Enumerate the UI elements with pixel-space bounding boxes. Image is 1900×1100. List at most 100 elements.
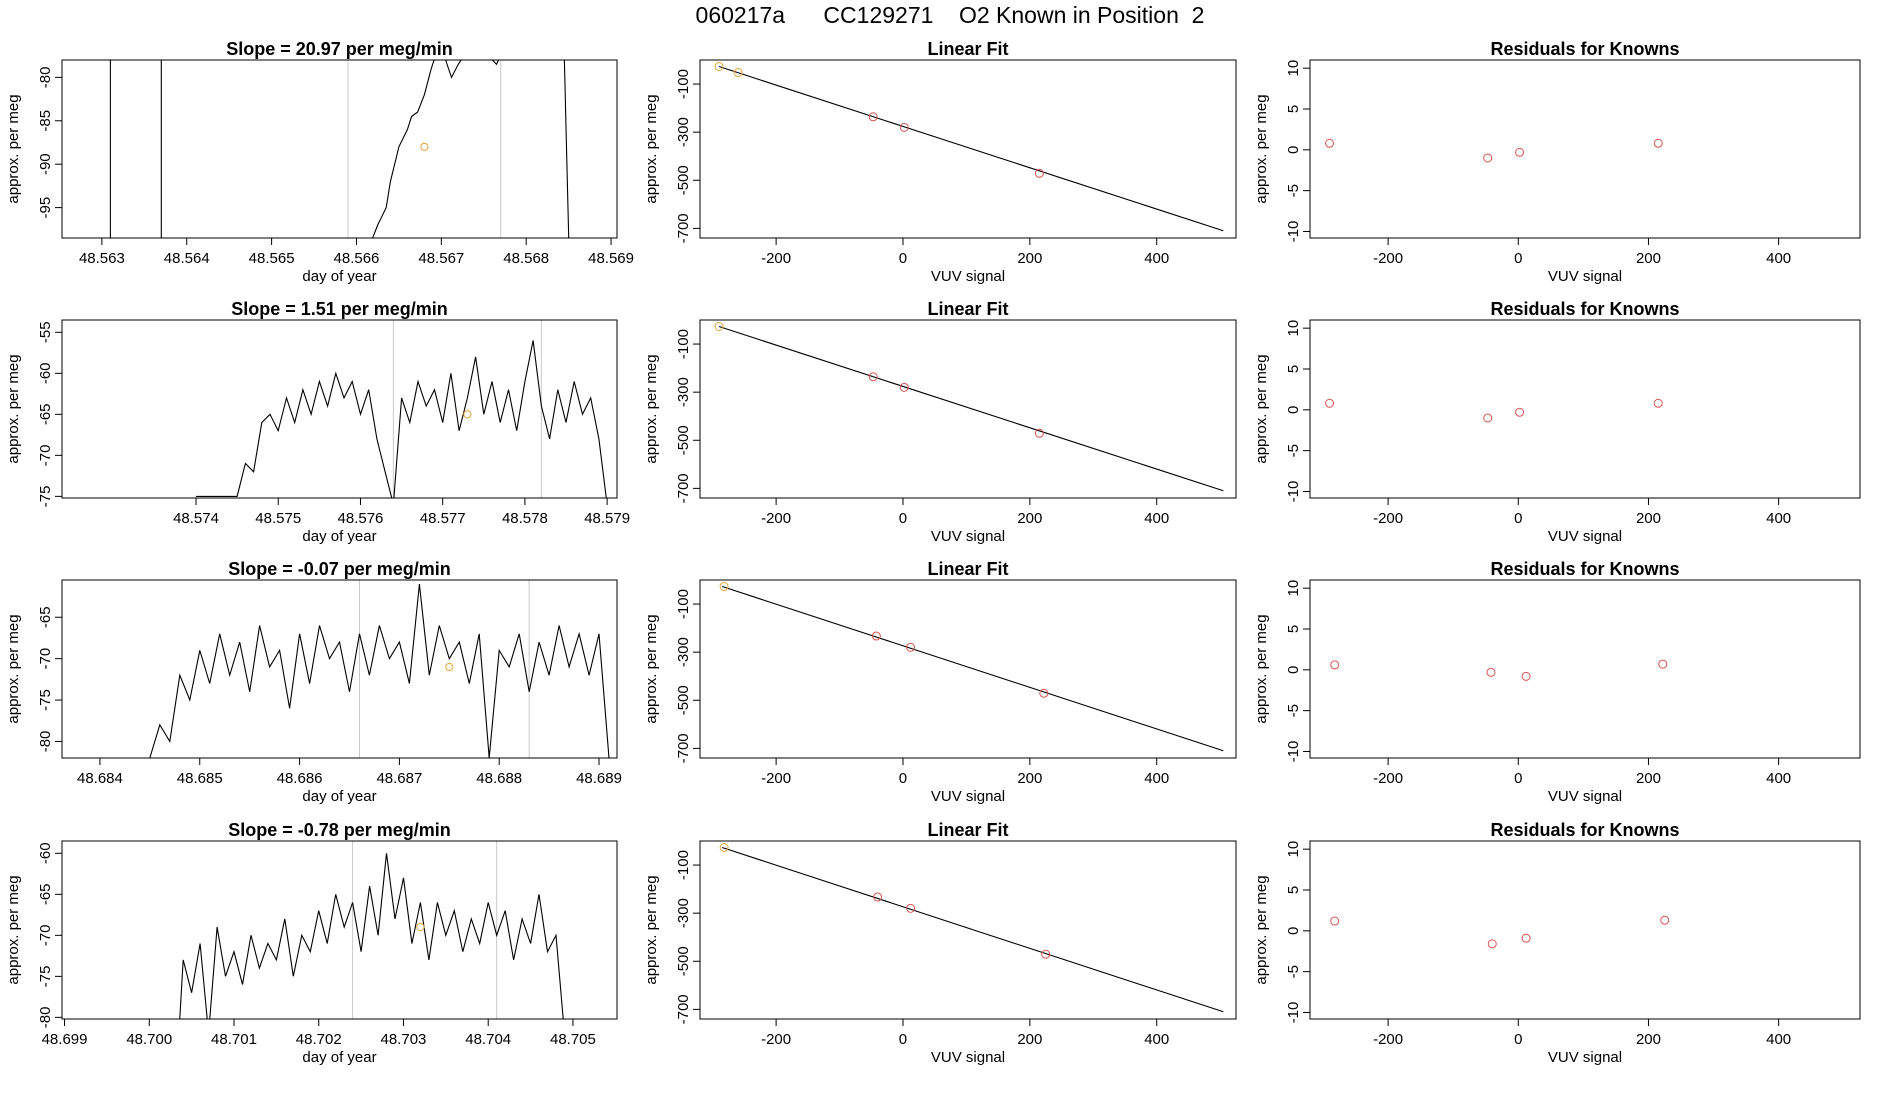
residual-point bbox=[1486, 667, 1496, 677]
fit-line bbox=[722, 846, 1224, 1013]
x-tick-label: 48.704 bbox=[465, 1031, 511, 1048]
x-tick-label: 0 bbox=[1514, 1031, 1522, 1048]
data-trace bbox=[179, 853, 564, 1019]
y-tick-label: -55 bbox=[37, 321, 54, 343]
y-axis-label: approx. per meg bbox=[5, 354, 22, 463]
plot-frame bbox=[699, 579, 1237, 759]
y-tick-label: 10 bbox=[1285, 580, 1302, 597]
y-tick-label: 10 bbox=[1285, 60, 1302, 77]
x-axis-label: day of year bbox=[302, 1049, 376, 1066]
y-tick-label: -10 bbox=[1285, 481, 1302, 503]
plot-frame bbox=[61, 319, 618, 499]
known-marker bbox=[733, 68, 743, 78]
plot-frame bbox=[1309, 579, 1861, 759]
plot-frame bbox=[1309, 840, 1861, 1020]
x-tick-label: 48.574 bbox=[173, 510, 219, 527]
x-tick-label: 200 bbox=[1017, 510, 1042, 527]
chart-panel: Slope = 20.97 per meg/min 48.563 48.564 48.… bbox=[5, 39, 634, 285]
known-marker bbox=[463, 410, 472, 419]
data-trace bbox=[196, 340, 607, 498]
x-tick-label: -200 bbox=[1373, 250, 1403, 267]
fit-point bbox=[1034, 428, 1044, 438]
x-axis-label: day of year bbox=[302, 788, 376, 805]
chart-title: Linear Fit bbox=[927, 559, 1008, 579]
x-tick-label: 400 bbox=[1144, 770, 1169, 787]
y-tick-label: -700 bbox=[675, 733, 692, 763]
y-tick-label: -100 bbox=[675, 589, 692, 619]
x-tick-label: 48.563 bbox=[79, 250, 125, 267]
y-tick-label: -500 bbox=[675, 165, 692, 195]
y-tick-label: -75 bbox=[37, 689, 54, 711]
y-tick-label: 10 bbox=[1285, 320, 1302, 337]
fit-point bbox=[899, 382, 909, 392]
y-axis-label: approx. per meg bbox=[1253, 614, 1270, 723]
y-tick-label: -75 bbox=[37, 966, 54, 988]
chart-panel: Residuals for Knowns -200 0 200 400 VUV signa… bbox=[1253, 299, 1861, 545]
chart-panel: Residuals for Knowns -200 0 200 400 VUV signa… bbox=[1253, 559, 1861, 805]
y-axis-label: approx. per meg bbox=[5, 875, 22, 984]
x-tick-label: 400 bbox=[1766, 510, 1791, 527]
chart-panel: Slope = -0.78 per meg/min 48.699 48.700 48.… bbox=[5, 820, 618, 1066]
x-tick-label: 48.685 bbox=[177, 770, 223, 787]
plot-frame bbox=[61, 59, 618, 239]
residual-point bbox=[1330, 916, 1340, 926]
fit-line bbox=[722, 585, 1224, 752]
x-tick-label: 400 bbox=[1144, 250, 1169, 267]
x-axis-label: VUV signal bbox=[1548, 1049, 1622, 1066]
known-marker bbox=[719, 581, 729, 591]
y-tick-label: -100 bbox=[675, 329, 692, 359]
x-tick-label: 0 bbox=[1514, 510, 1522, 527]
y-axis-label: approx. per meg bbox=[1253, 94, 1270, 203]
x-tick-label: 48.701 bbox=[211, 1031, 257, 1048]
y-tick-label: -70 bbox=[37, 648, 54, 670]
y-axis-label: approx. per meg bbox=[5, 94, 22, 203]
x-tick-label: 0 bbox=[899, 250, 907, 267]
residual-point bbox=[1660, 915, 1670, 925]
y-tick-label: -85 bbox=[37, 110, 54, 132]
x-tick-label: 400 bbox=[1766, 1031, 1791, 1048]
chart-title: Residuals for Knowns bbox=[1490, 820, 1679, 840]
plot-area bbox=[719, 581, 1224, 752]
fit-point bbox=[1039, 688, 1049, 698]
y-tick-label: -80 bbox=[37, 731, 54, 753]
y-tick-label: 0 bbox=[1285, 146, 1302, 154]
y-axis-label: approx. per meg bbox=[643, 94, 660, 203]
x-axis-label: VUV signal bbox=[1548, 268, 1622, 285]
x-tick-label: 0 bbox=[899, 510, 907, 527]
y-tick-label: -5 bbox=[1285, 184, 1302, 197]
x-tick-label: 48.565 bbox=[249, 250, 295, 267]
x-axis-label: day of year bbox=[302, 268, 376, 285]
y-tick-label: -5 bbox=[1285, 965, 1302, 978]
known-marker bbox=[714, 61, 724, 71]
x-tick-label: 48.564 bbox=[164, 250, 210, 267]
residual-point bbox=[1515, 147, 1525, 157]
x-tick-label: 48.687 bbox=[376, 770, 422, 787]
y-tick-label: -500 bbox=[675, 946, 692, 976]
chart-title: Linear Fit bbox=[927, 39, 1008, 59]
y-tick-label: -80 bbox=[37, 1007, 54, 1029]
y-tick-label: -500 bbox=[675, 685, 692, 715]
x-tick-label: 400 bbox=[1144, 510, 1169, 527]
known-marker bbox=[719, 842, 729, 852]
y-tick-label: -65 bbox=[37, 403, 54, 425]
plot-area bbox=[1330, 915, 1670, 949]
x-tick-label: 48.688 bbox=[476, 770, 522, 787]
x-tick-label: 48.575 bbox=[255, 510, 301, 527]
fit-point bbox=[899, 122, 909, 132]
chart-title: Residuals for Knowns bbox=[1490, 39, 1679, 59]
x-tick-label: 48.684 bbox=[77, 770, 123, 787]
fit-line bbox=[718, 65, 1224, 232]
plot-area bbox=[109, 60, 570, 238]
x-tick-label: 48.569 bbox=[588, 250, 634, 267]
x-tick-label: 48.705 bbox=[550, 1031, 596, 1048]
plot-area bbox=[719, 842, 1224, 1013]
x-tick-label: 48.703 bbox=[381, 1031, 427, 1048]
x-tick-label: 48.689 bbox=[576, 770, 622, 787]
plot-area bbox=[196, 320, 607, 498]
x-tick-label: 48.702 bbox=[296, 1031, 342, 1048]
page-title: 060217a CC129271 O2 Known in Position 2 bbox=[695, 2, 1205, 28]
plot-area bbox=[139, 580, 610, 758]
x-tick-label: 48.578 bbox=[502, 510, 548, 527]
residual-point bbox=[1515, 407, 1525, 417]
